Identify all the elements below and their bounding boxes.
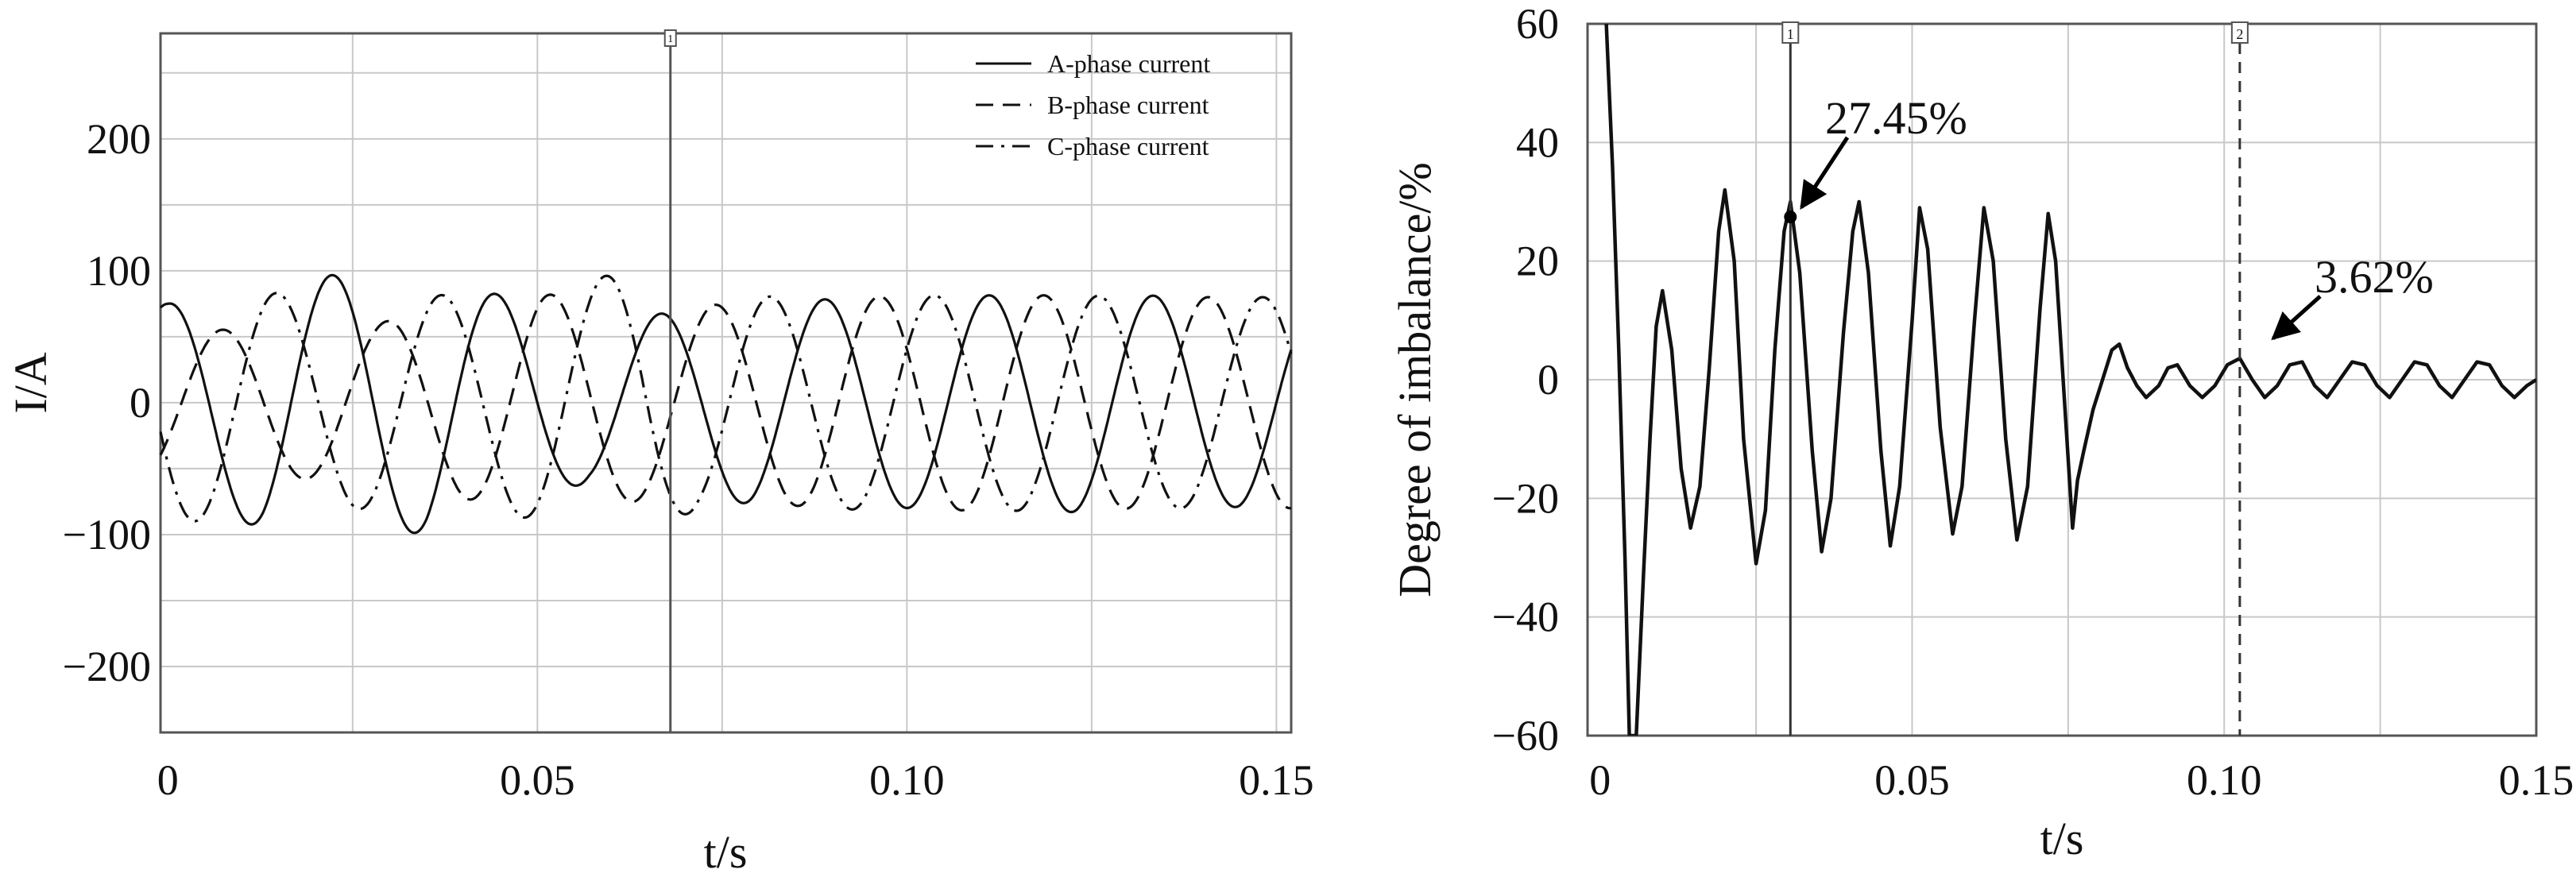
right-x-tick-label: 0.10 <box>2187 756 2262 804</box>
series-line-b-phase <box>159 293 1292 512</box>
left-x-tick-label: 0.10 <box>869 756 945 804</box>
left-y-tick-label: 0 <box>130 379 151 427</box>
left-cursors: 1 <box>663 29 677 732</box>
annotation-label-peak: 27.45% <box>1825 92 1967 144</box>
series-line-c-phase <box>159 274 1293 523</box>
right-cursor-label-1: 1 <box>1787 26 1794 42</box>
right-series-group <box>1604 24 2536 736</box>
right-x-tick-label: 0.05 <box>1874 756 1950 804</box>
left-series-group <box>159 273 1293 535</box>
annotation-arrow-steady <box>2271 295 2322 341</box>
annotation-arrow-peak <box>1800 136 1850 210</box>
right-y-tick-label: −20 <box>1492 474 1559 522</box>
right-y-tick-label: −60 <box>1492 712 1559 759</box>
phase-current-chart: 1 0 0.05 0.10 0.15 −200 −100 0 100 200 t/s I/A A… <box>5 29 1314 878</box>
left-x-tick-label: 0.15 <box>1239 756 1314 804</box>
right-annotations: 27.45% 3.62% <box>1784 92 2434 341</box>
left-y-axis-title: I/A <box>5 352 56 413</box>
legend-label-c-phase: C-phase current <box>1047 132 1209 160</box>
left-y-tick-label: −200 <box>63 643 151 690</box>
left-cursor-label: 1 <box>667 33 673 45</box>
left-y-tick-label: −100 <box>63 511 151 558</box>
annotation-point-peak <box>1784 211 1797 224</box>
left-x-tick-label: 0.05 <box>500 756 575 804</box>
left-tick-labels: 0 0.05 0.10 0.15 −200 −100 0 100 200 <box>63 115 1314 804</box>
right-y-axis-title: Degree of imbalance/% <box>1389 162 1441 597</box>
right-cursor-marker-2 <box>2230 21 2249 44</box>
right-x-tick-label: 0.15 <box>2499 756 2574 804</box>
left-x-axis-title: t/s <box>704 826 748 878</box>
imbalance-line <box>1604 24 2536 736</box>
right-y-tick-label: 20 <box>1516 238 1559 285</box>
right-y-tick-label: 40 <box>1516 118 1559 166</box>
right-x-tick-label: 0 <box>1589 756 1611 804</box>
left-y-tick-label: 100 <box>87 247 151 295</box>
right-tick-labels: 0 0.05 0.10 0.15 −60 −40 −20 0 20 40 60 <box>1492 0 2574 804</box>
legend-label-b-phase: B-phase current <box>1047 91 1209 119</box>
right-cursor-label-2: 2 <box>2236 26 2243 42</box>
left-cursor-marker <box>663 29 677 47</box>
left-plot-frame <box>159 32 1293 734</box>
annotation-label-steady: 3.62% <box>2315 251 2434 303</box>
left-x-tick-label: 0 <box>157 756 179 804</box>
series-line-a-phase <box>159 273 1293 535</box>
legend: A-phase current B-phase current C-phase cu… <box>976 49 1210 160</box>
right-y-tick-label: 0 <box>1537 356 1559 404</box>
right-y-tick-label: 60 <box>1516 0 1559 48</box>
right-x-axis-title: t/s <box>2040 813 2084 864</box>
right-cursor-marker-1 <box>1781 21 1800 44</box>
left-y-tick-label: 200 <box>87 115 151 163</box>
legend-label-a-phase: A-phase current <box>1047 49 1210 78</box>
right-y-tick-label: −40 <box>1492 593 1559 641</box>
